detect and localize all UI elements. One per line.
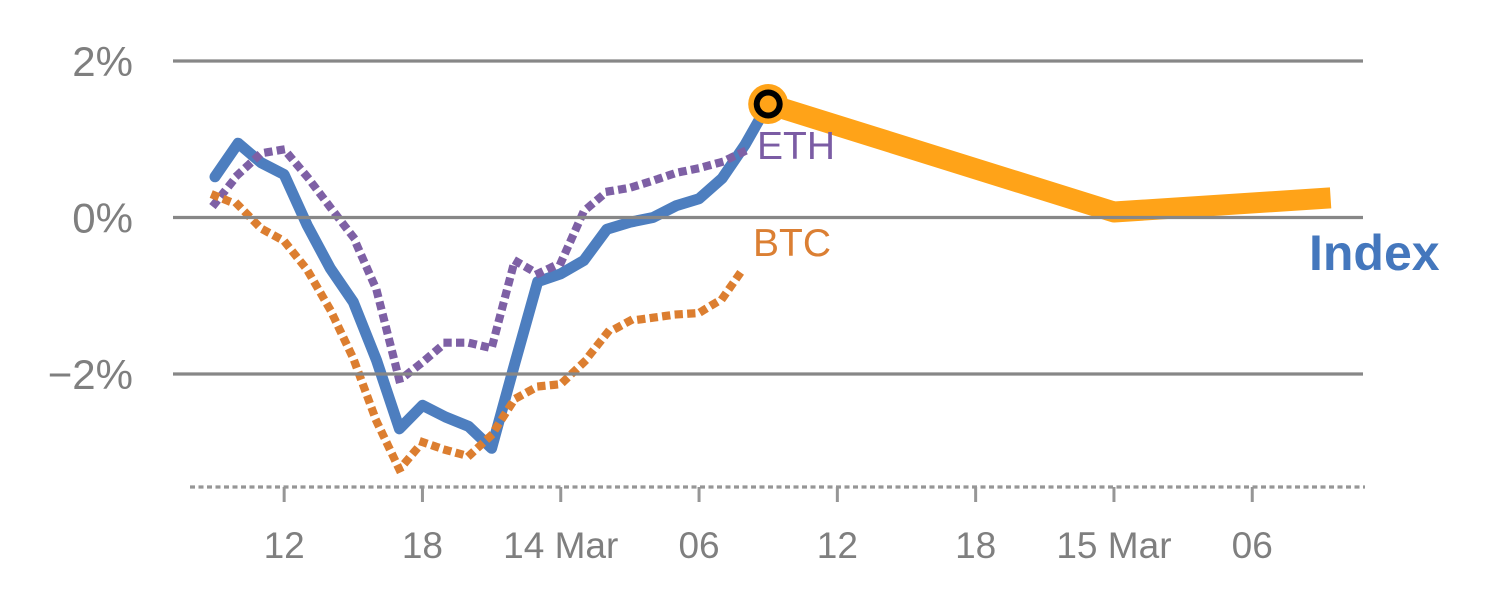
y-axis-label: 2%: [72, 38, 133, 85]
marker-core: [759, 95, 777, 113]
x-axis-label: 06: [1232, 525, 1273, 566]
x-axis-label: 12: [817, 525, 858, 566]
btc-line: [209, 190, 751, 474]
x-axis-label: 06: [678, 525, 719, 566]
eth-line: [209, 145, 751, 385]
x-axis-label: 18: [955, 525, 996, 566]
x-axis-label: 18: [402, 525, 443, 566]
x-axis-label: 14 Mar: [503, 525, 618, 566]
y-axis-label: 0%: [72, 195, 133, 242]
index-line: [209, 98, 774, 454]
index-series-label: Index: [1309, 225, 1440, 281]
forecast-band: [765, 93, 1332, 223]
x-axis-label: 12: [264, 525, 305, 566]
y-axis-label: −2%: [48, 351, 133, 398]
eth-series-label: ETH: [757, 125, 835, 168]
x-axis-label: 15 Mar: [1056, 525, 1171, 566]
btc-series-label: BTC: [753, 222, 831, 265]
